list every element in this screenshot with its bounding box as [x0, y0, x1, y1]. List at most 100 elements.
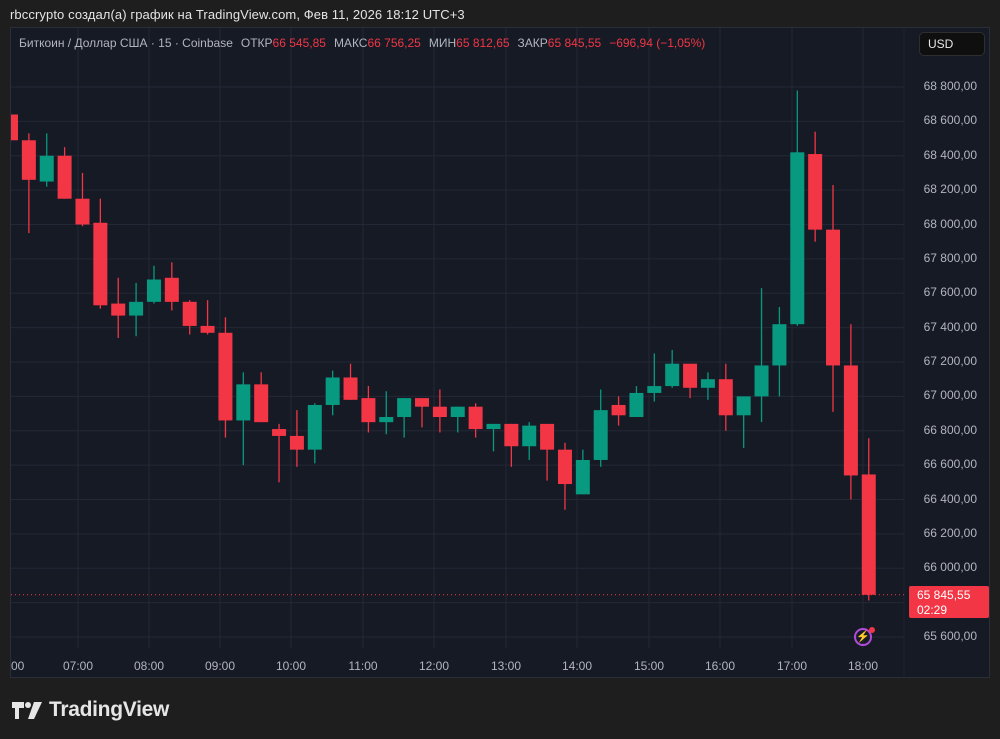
- candle[interactable]: [808, 131, 823, 242]
- candle[interactable]: [432, 389, 447, 433]
- candle[interactable]: [93, 198, 108, 309]
- open-value: 66 545,85: [272, 36, 326, 50]
- price-tick-label: 66 600,00: [923, 457, 977, 472]
- candlestick-plot[interactable]: [11, 28, 990, 678]
- candle[interactable]: [39, 133, 54, 187]
- time-tick-label: 13:00: [490, 659, 522, 673]
- candle[interactable]: [450, 406, 465, 433]
- candle[interactable]: [57, 147, 72, 199]
- candle[interactable]: [325, 370, 340, 416]
- price-tick-label: 68 000,00: [923, 216, 977, 231]
- high-value: 66 756,25: [367, 36, 421, 50]
- candle[interactable]: [307, 403, 322, 464]
- time-tick-label: 16:00: [704, 659, 736, 673]
- change-value: −696,94 (−1,05%): [609, 36, 706, 50]
- brand-name: TradingView: [49, 698, 170, 721]
- time-tick-label: 09:00: [204, 659, 236, 673]
- last-price-tag: 65 845,55 02:29: [909, 586, 989, 618]
- candle[interactable]: [826, 184, 841, 412]
- price-tick-label: 68 800,00: [923, 79, 977, 93]
- time-tick-label: :00: [10, 659, 25, 673]
- candle[interactable]: [218, 317, 233, 438]
- candle[interactable]: [415, 398, 430, 428]
- price-tick-label: 67 800,00: [923, 250, 977, 265]
- candle[interactable]: [164, 262, 179, 311]
- currency-button[interactable]: USD: [919, 32, 985, 56]
- price-tick-label: 67 600,00: [923, 285, 977, 300]
- candle[interactable]: [522, 422, 537, 460]
- price-tick-label: 68 400,00: [923, 147, 977, 162]
- candle[interactable]: [289, 410, 304, 467]
- candle[interactable]: [593, 389, 608, 467]
- candle[interactable]: [540, 423, 555, 481]
- candle[interactable]: [665, 349, 680, 388]
- candle[interactable]: [772, 307, 787, 397]
- candle[interactable]: [629, 386, 644, 418]
- candle[interactable]: [486, 423, 501, 452]
- time-tick-label: 12:00: [418, 659, 450, 673]
- time-tick-label: 18:00: [847, 659, 879, 673]
- candle[interactable]: [272, 423, 287, 483]
- candle[interactable]: [683, 363, 698, 399]
- candle[interactable]: [468, 403, 483, 438]
- price-tick-label: 67 200,00: [923, 354, 977, 368]
- candle[interactable]: [343, 363, 358, 400]
- candle[interactable]: [254, 372, 269, 423]
- candle[interactable]: [361, 386, 376, 433]
- last-price-value: 65 845,55: [917, 588, 971, 602]
- chart-caption: rbccrypto создал(а) график на TradingVie…: [10, 7, 465, 22]
- candle[interactable]: [861, 438, 876, 601]
- tradingview-logo: TradingView: [12, 698, 169, 722]
- low-value: 65 812,65: [456, 36, 510, 50]
- price-tick-label: 66 400,00: [923, 491, 977, 506]
- candle[interactable]: [700, 372, 715, 400]
- time-tick-label: 14:00: [561, 659, 593, 673]
- price-tick-label: 68 200,00: [923, 182, 977, 197]
- candle[interactable]: [236, 372, 251, 466]
- ohlc-legend: Биткоин / Доллар США · 15 · Coinbase ОТК…: [19, 36, 713, 50]
- price-tick-label: 66 800,00: [923, 422, 977, 437]
- price-tick-label: 68 600,00: [923, 113, 977, 128]
- symbol-title[interactable]: Биткоин / Доллар США · 15 · Coinbase: [19, 36, 233, 50]
- candle[interactable]: [843, 324, 858, 500]
- lightning-icon[interactable]: ⚡: [854, 628, 872, 646]
- candle[interactable]: [21, 133, 36, 234]
- low-label: МИН: [428, 36, 457, 50]
- candle[interactable]: [718, 363, 733, 431]
- candle[interactable]: [182, 300, 197, 335]
- candle[interactable]: [146, 265, 161, 304]
- candle[interactable]: [647, 353, 662, 402]
- candle[interactable]: [611, 396, 626, 426]
- high-label: МАКС: [333, 36, 368, 50]
- time-tick-label: 10:00: [275, 659, 307, 673]
- candle[interactable]: [790, 90, 805, 326]
- time-tick-label: 11:00: [348, 659, 378, 673]
- candle[interactable]: [736, 396, 751, 448]
- tradingview-logo-icon: [12, 701, 42, 719]
- candle[interactable]: [200, 300, 215, 335]
- candle[interactable]: [575, 449, 590, 495]
- notification-dot-icon: [869, 627, 875, 633]
- price-tick-label: 67 000,00: [923, 388, 977, 403]
- chart-panel[interactable]: Биткоин / Доллар США · 15 · Coinbase ОТК…: [10, 27, 990, 678]
- candle[interactable]: [129, 282, 144, 337]
- candle[interactable]: [754, 288, 769, 423]
- price-tick-label: 66 000,00: [923, 560, 977, 575]
- candle[interactable]: [11, 114, 18, 141]
- price-tick-label: 67 400,00: [923, 319, 977, 334]
- time-tick-label: 08:00: [133, 659, 165, 673]
- candle[interactable]: [557, 442, 572, 510]
- close-label: ЗАКР: [517, 36, 548, 50]
- price-tick-label: 65 600,00: [923, 629, 977, 644]
- candle[interactable]: [379, 391, 394, 435]
- close-value: 65 845,55: [547, 36, 602, 50]
- candle[interactable]: [397, 398, 412, 438]
- time-tick-label: 17:00: [776, 659, 808, 673]
- candle[interactable]: [75, 172, 90, 227]
- candle[interactable]: [504, 423, 519, 467]
- candle[interactable]: [111, 277, 126, 338]
- bar-countdown: 02:29: [917, 603, 948, 617]
- time-tick-label: 07:00: [62, 659, 94, 673]
- price-tick-label: 66 200,00: [923, 525, 977, 540]
- open-label: ОТКР: [240, 36, 273, 50]
